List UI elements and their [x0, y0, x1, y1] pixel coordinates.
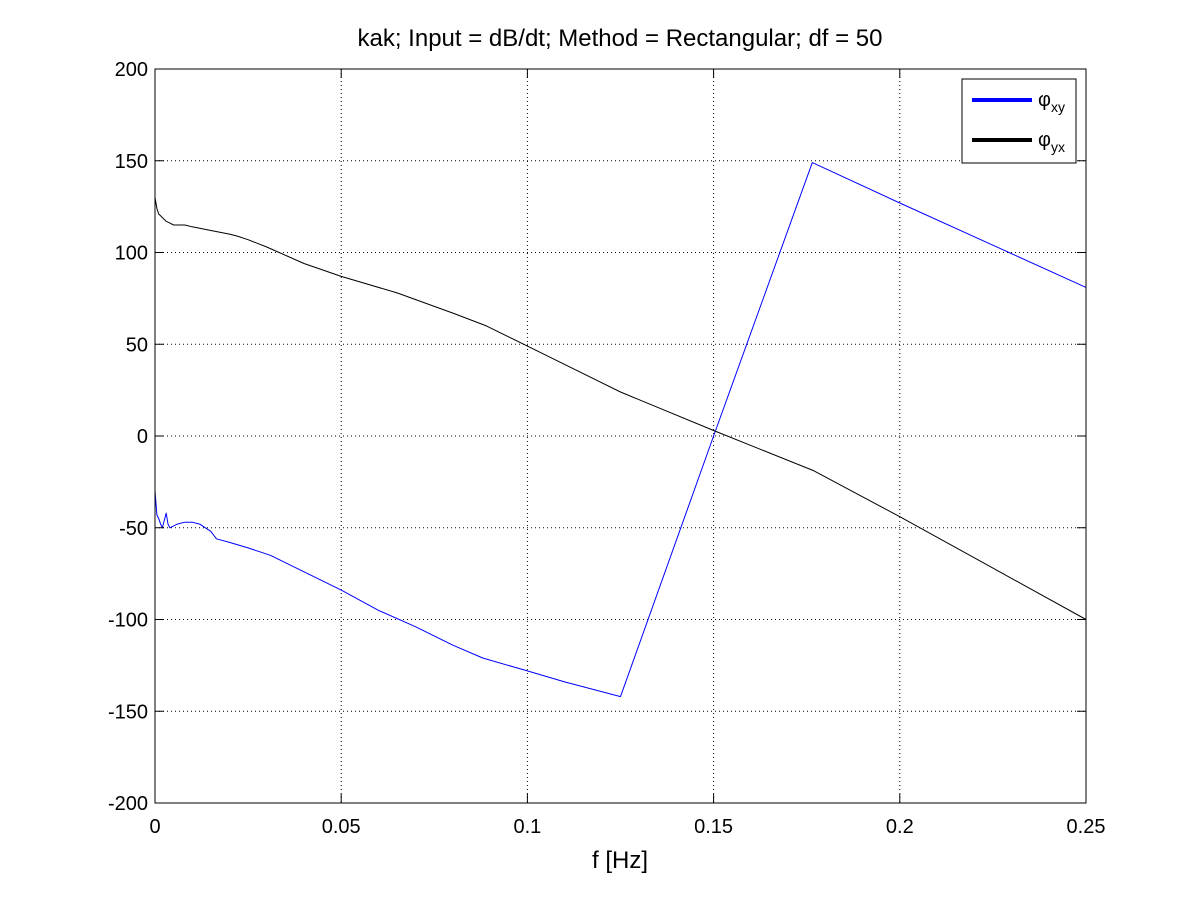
y-tick-labels: -200 -150 -100 -50 0 50 100 150 200 — [108, 59, 148, 815]
y-tick-label-50: 50 — [126, 334, 148, 356]
y-tick-label-minus-50: -50 — [119, 518, 148, 540]
series-line-phi-xy — [154, 162, 1087, 698]
legend-box — [961, 78, 1077, 164]
legend-symbol-phi-yx: φ — [1038, 129, 1051, 151]
legend-label-phi-yx: φyx — [1038, 129, 1065, 155]
plot-area — [155, 69, 1086, 803]
y-tick-label-minus-150: -150 — [108, 701, 148, 723]
legend-label-phi-xy: φxy — [1038, 89, 1065, 115]
x-tick-labels: 0 0.05 0.1 0.15 0.2 0.25 — [149, 816, 1105, 838]
x-tick-label-0-15: 0.15 — [694, 816, 733, 838]
x-tick-label-0-05: 0.05 — [322, 816, 361, 838]
x-tick-label-0-25: 0.25 — [1067, 816, 1106, 838]
y-tick-label-100: 100 — [115, 243, 148, 265]
x-axis-label: f [Hz] — [592, 847, 648, 874]
legend-subscript-phi-xy: xy — [1051, 99, 1065, 115]
series-lines — [154, 162, 1087, 698]
legend-subscript-phi-yx: yx — [1051, 139, 1065, 155]
y-tick-label-150: 150 — [115, 151, 148, 173]
x-tick-label-0: 0 — [149, 816, 160, 838]
x-tick-label-0-1: 0.1 — [513, 816, 541, 838]
legend: φxy φyx — [961, 78, 1077, 164]
chart-title: kak; Input = dB/dt; Method = Rectangular… — [358, 25, 883, 52]
y-tick-label-0: 0 — [137, 426, 148, 448]
legend-symbol-phi-xy: φ — [1038, 89, 1051, 111]
x-tick-label-0-2: 0.2 — [886, 816, 914, 838]
y-tick-label-minus-200: -200 — [108, 793, 148, 815]
series-line-phi-yx — [154, 197, 1087, 620]
axis-ticks — [154, 68, 1087, 804]
y-tick-label-minus-100: -100 — [108, 610, 148, 632]
y-tick-label-200: 200 — [115, 59, 148, 81]
